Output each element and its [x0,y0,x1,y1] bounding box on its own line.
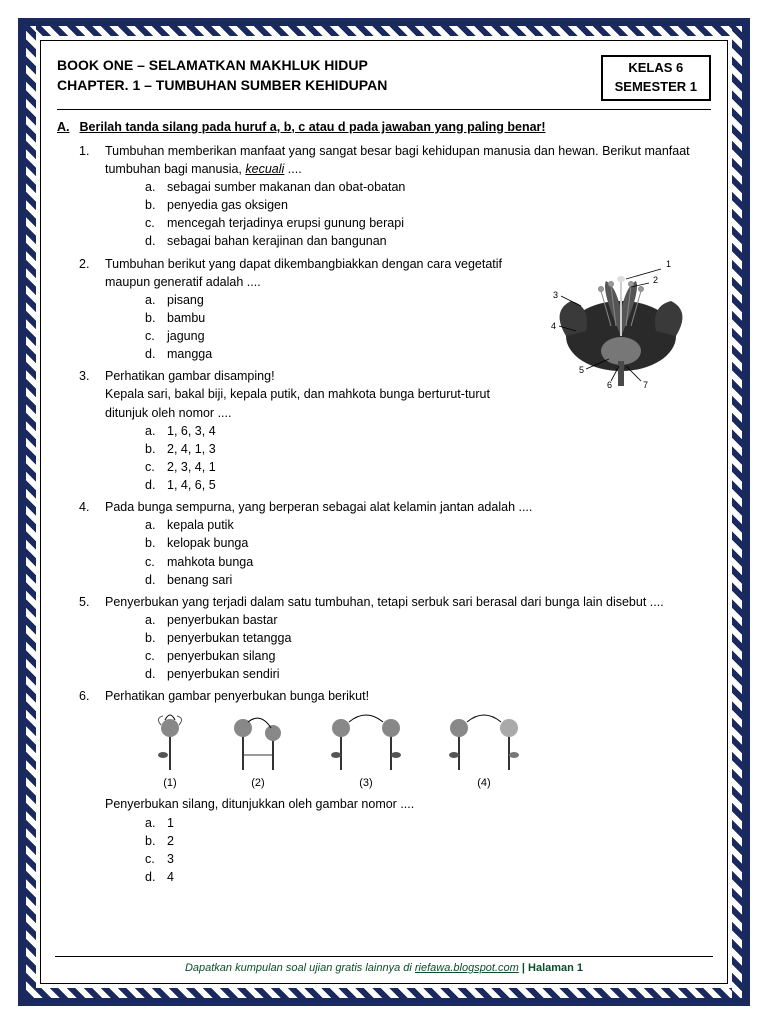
pollination-item: (1) [145,710,195,792]
svg-text:5: 5 [579,365,584,375]
section-instruction: A. Berilah tanda silang pada huruf a, b,… [57,118,711,136]
chapter-title: CHAPTER. 1 – TUMBUHAN SUMBER KEHIDUPAN [57,75,387,95]
question: 6. Perhatikan gambar penyerbukan bunga b… [79,687,711,886]
svg-text:2: 2 [653,275,658,285]
page-footer: Dapatkan kumpulan soal ujian gratis lain… [55,956,713,977]
divider [57,109,711,110]
pollination-item: (3) [321,710,411,792]
svg-text:6: 6 [607,380,612,390]
options: a.sebagai sumber makanan dan obat-obatan… [105,178,711,251]
question: 3. Perhatikan gambar disamping! Kepala s… [79,367,523,494]
footer-link[interactable]: riefawa.blogspot.com [415,962,519,974]
question: 5. Penyerbukan yang terjadi dalam satu t… [79,593,711,684]
svg-text:4: 4 [551,321,556,331]
border-pattern [26,26,742,36]
kelas-label: KELAS 6 [615,59,697,78]
title-block: BOOK ONE – SELAMATKAN MAKHLUK HIDUP CHAP… [57,55,387,96]
question: 2. Tumbuhan berikut yang dapat dikembang… [79,255,523,364]
question-number: 1. [79,142,97,251]
instruction-text: Berilah tanda silang pada huruf a, b, c … [80,118,546,136]
pollination-diagram-row: (1) (2) (3) (4) [105,710,711,792]
content-area: BOOK ONE – SELAMATKAN MAKHLUK HIDUP CHAP… [40,40,728,984]
question-body: Tumbuhan memberikan manfaat yang sangat … [105,142,711,251]
class-box: KELAS 6 SEMESTER 1 [601,55,711,101]
border-pattern [26,988,742,998]
pollination-item: (2) [223,710,293,792]
flower-diagram: 1 2 3 4 5 6 7 [531,251,711,391]
header: BOOK ONE – SELAMATKAN MAKHLUK HIDUP CHAP… [57,55,711,101]
svg-text:7: 7 [643,380,648,390]
question: 4. Pada bunga sempurna, yang berperan se… [79,498,711,589]
border-pattern [26,26,36,998]
page-frame: BOOK ONE – SELAMATKAN MAKHLUK HIDUP CHAP… [18,18,750,1006]
question: 1. Tumbuhan memberikan manfaat yang sang… [79,142,711,251]
section-letter: A. [57,118,70,136]
semester-label: SEMESTER 1 [615,78,697,97]
questions-list: 1. Tumbuhan memberikan manfaat yang sang… [57,142,711,886]
book-title: BOOK ONE – SELAMATKAN MAKHLUK HIDUP [57,55,387,75]
border-pattern [732,26,742,998]
svg-text:1: 1 [666,259,671,269]
pollination-item: (4) [439,710,529,792]
svg-text:3: 3 [553,290,558,300]
